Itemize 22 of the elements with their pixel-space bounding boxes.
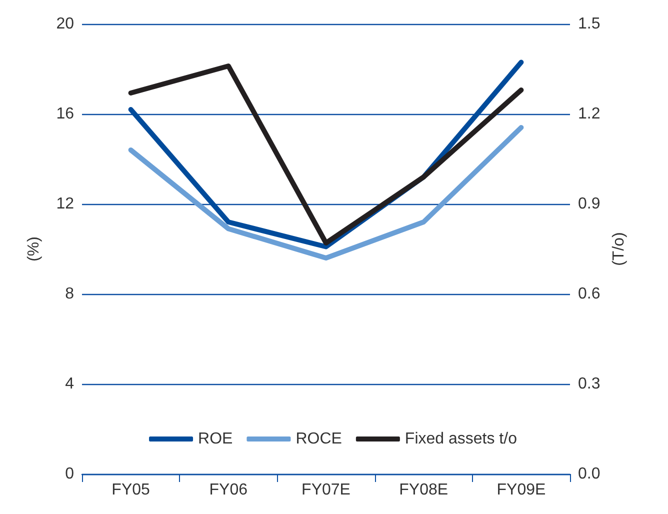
x-tick-label: FY05 xyxy=(112,482,150,498)
y2-tick-label: 0.3 xyxy=(578,376,600,392)
x-tick-label: FY09E xyxy=(496,482,546,498)
legend-label: ROCE xyxy=(296,430,342,448)
x-tick-label: FY08E xyxy=(399,482,448,498)
y2-axis-title: (T/o) xyxy=(610,232,628,266)
x-tick-label: FY06 xyxy=(209,482,248,498)
y-tick-label: 16 xyxy=(56,106,74,122)
y-tick-label: 0 xyxy=(65,466,74,482)
y2-tick-label: 0.9 xyxy=(578,196,600,212)
y-axis-title: (%) xyxy=(26,236,42,262)
y2-tick-label: 0.6 xyxy=(578,286,600,302)
legend-label: Fixed assets t/o xyxy=(404,430,518,448)
y2-tick-label: 0.0 xyxy=(578,466,600,482)
legend-label: ROE xyxy=(198,430,233,448)
y2-tick-label: 1.2 xyxy=(578,106,600,122)
y-tick-label: 4 xyxy=(65,376,74,392)
x-tick-label: FY07E xyxy=(302,482,350,498)
y2-tick-label: 1.5 xyxy=(578,16,600,32)
y-tick-label: 12 xyxy=(56,196,74,212)
y-tick-label: 8 xyxy=(65,286,74,302)
y-tick-label: 20 xyxy=(56,16,74,32)
